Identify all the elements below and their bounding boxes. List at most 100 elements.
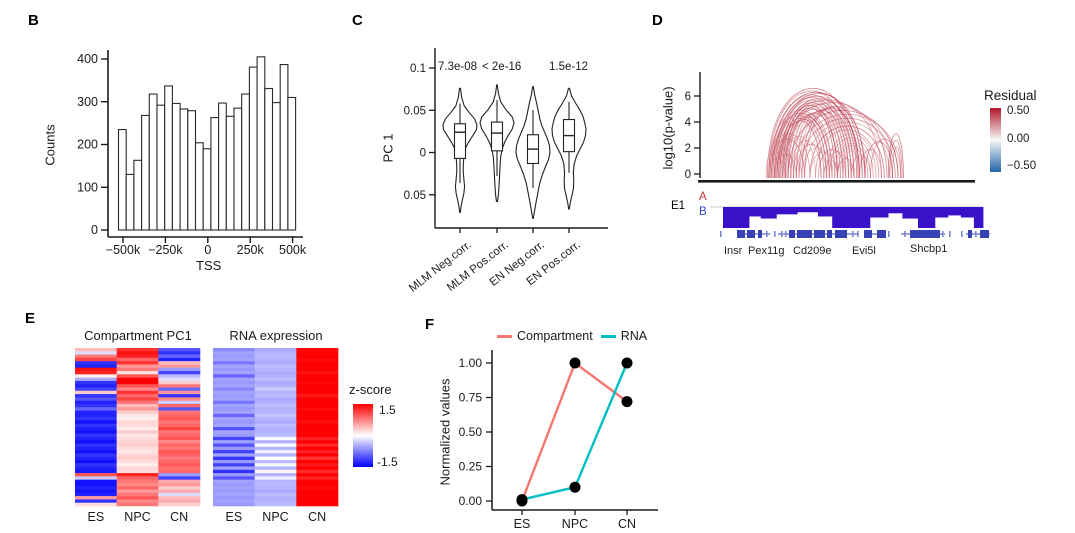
heatmap-cell bbox=[116, 371, 159, 375]
hist-x-tick-label: 0 bbox=[204, 243, 211, 257]
heatmap-cell bbox=[158, 367, 201, 372]
arc-baseline bbox=[698, 180, 975, 183]
heatmap-cell bbox=[296, 502, 339, 507]
gene-exon-tick bbox=[720, 231, 722, 237]
heatmap-cell bbox=[254, 486, 297, 490]
heatmap-cell bbox=[116, 400, 159, 405]
heatmap-cell bbox=[116, 413, 159, 418]
panel-letter-d: D bbox=[652, 12, 663, 29]
gene-label-evi5l: Evi5l bbox=[852, 245, 876, 257]
heatmap-cell bbox=[158, 473, 201, 477]
heatmap-cell bbox=[75, 482, 117, 487]
heatmap-cell bbox=[213, 348, 255, 352]
heatmap-cell bbox=[254, 433, 297, 438]
heatmap-cell bbox=[75, 466, 117, 471]
gene-exon-tick bbox=[781, 231, 783, 237]
histogram-bar bbox=[210, 117, 220, 231]
heatmap-cell bbox=[75, 407, 117, 411]
heatmap-cell bbox=[116, 394, 159, 398]
violin-box bbox=[490, 121, 504, 152]
interaction-arc bbox=[850, 154, 871, 179]
heatmap-column-label: CN bbox=[170, 510, 188, 524]
gene-exon-tick bbox=[852, 231, 854, 237]
heatmap-cell bbox=[75, 354, 117, 359]
data-point bbox=[569, 481, 581, 493]
interaction-arc bbox=[842, 150, 860, 179]
heatmap-cell bbox=[158, 420, 201, 425]
heatmap-cell bbox=[75, 427, 117, 431]
heatmap-cell bbox=[116, 482, 159, 487]
interaction-arc bbox=[765, 133, 811, 179]
interaction-arc bbox=[771, 142, 800, 179]
heatmap-cell bbox=[296, 371, 339, 375]
heatmap-cell bbox=[254, 394, 297, 398]
interaction-arc bbox=[887, 133, 904, 179]
heatmap-cell bbox=[254, 427, 297, 431]
heatmap-cell bbox=[254, 377, 297, 382]
gene-exon-block bbox=[737, 230, 745, 238]
heatmap-cell bbox=[116, 407, 159, 411]
heatmap-cell bbox=[116, 476, 159, 480]
compartment-b-label: B bbox=[699, 206, 707, 218]
heatmap-cell bbox=[254, 476, 297, 480]
heatmap-cell bbox=[158, 486, 201, 490]
heatmap-cell bbox=[254, 417, 297, 421]
heatmap-cell bbox=[116, 489, 159, 494]
e1-track-segment bbox=[947, 207, 962, 216]
heatmap-cell bbox=[254, 473, 297, 477]
histogram-bar bbox=[156, 104, 166, 231]
gene-label-cd209e: Cd209e bbox=[793, 245, 832, 257]
gene-exon-block bbox=[789, 230, 795, 238]
pvalue-annotation-2: < 2e-16 bbox=[482, 61, 522, 73]
heatmap-cell bbox=[213, 473, 255, 477]
hist-x-tick-label: −500k bbox=[106, 243, 141, 257]
heatmap-cell bbox=[116, 420, 159, 425]
heatmap-cell bbox=[213, 374, 255, 378]
heatmap-cell bbox=[116, 446, 159, 451]
heatmap-cell bbox=[254, 397, 297, 401]
hist-y-tick-label: 400 bbox=[77, 52, 98, 66]
heatmap-column-label: ES bbox=[87, 510, 104, 524]
data-line-rna bbox=[521, 362, 629, 501]
heatmap-cell bbox=[296, 443, 339, 448]
violin-y-tick-label: 0 bbox=[420, 148, 426, 160]
interaction-arc bbox=[782, 157, 803, 179]
heatmap-cell bbox=[254, 354, 297, 359]
heatmap-cell bbox=[296, 436, 339, 441]
gene-exon-tick bbox=[904, 231, 906, 237]
e1-track-segment bbox=[832, 207, 871, 228]
heatmap-cell bbox=[296, 387, 339, 392]
heatmap-cell bbox=[75, 443, 117, 448]
heatmap-cell bbox=[213, 463, 255, 467]
heatmap-cell bbox=[296, 433, 339, 438]
heatmap-cell bbox=[116, 463, 159, 467]
heatmap-cell bbox=[213, 443, 255, 448]
heatmap-cell bbox=[254, 357, 297, 362]
data-point bbox=[569, 357, 581, 369]
heatmap-cell bbox=[296, 397, 339, 401]
residual-colorbar-title: Residual bbox=[984, 88, 1037, 103]
hist-y-axis-title: Counts bbox=[42, 124, 58, 166]
histogram-bar bbox=[241, 93, 250, 231]
arc-y-tick-label: 2 bbox=[685, 143, 691, 155]
panel-letter-b: B bbox=[28, 12, 39, 29]
hist-y-tick-label: 0 bbox=[91, 223, 98, 237]
heatmap-cell bbox=[158, 390, 201, 395]
heatmap-cell bbox=[296, 351, 339, 355]
e1-track-segment bbox=[817, 207, 833, 217]
heatmap-cell bbox=[213, 456, 255, 461]
gene-exon-block bbox=[758, 230, 762, 238]
heatmap-cell bbox=[158, 400, 201, 405]
gene-exon-tick bbox=[774, 231, 776, 237]
hist-x-tick-label: 250k bbox=[237, 243, 265, 257]
rna-line-swatch bbox=[600, 335, 616, 339]
line-x-tick-label: CN bbox=[618, 517, 636, 531]
heatmap-cell bbox=[75, 496, 117, 500]
heatmap-cell bbox=[75, 440, 117, 444]
heatmap-cell bbox=[75, 446, 117, 451]
gene-exon-block bbox=[835, 230, 847, 238]
violin-y-axis-title: PC 1 bbox=[380, 133, 396, 163]
heatmap-cell bbox=[75, 410, 117, 415]
interaction-arc bbox=[801, 147, 833, 179]
